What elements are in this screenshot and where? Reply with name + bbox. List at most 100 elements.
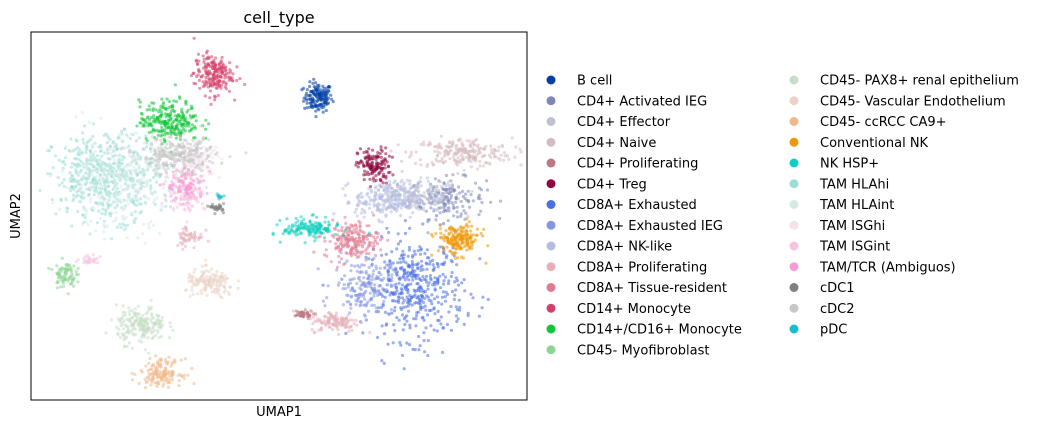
- data-point: [402, 298, 406, 302]
- data-point: [360, 201, 364, 205]
- data-point: [408, 265, 412, 269]
- data-point: [423, 251, 427, 256]
- data-point: [389, 283, 393, 287]
- data-point: [141, 323, 145, 327]
- data-point: [140, 168, 144, 172]
- data-point: [77, 199, 81, 203]
- data-point: [170, 361, 175, 365]
- data-point: [163, 112, 167, 116]
- data-point: [125, 324, 129, 328]
- data-point: [200, 202, 205, 206]
- data-point: [89, 219, 93, 223]
- data-point: [356, 204, 360, 208]
- data-point: [311, 315, 315, 319]
- data-point: [373, 190, 377, 194]
- data-point: [117, 135, 121, 139]
- data-point: [451, 234, 455, 238]
- data-point: [372, 198, 376, 202]
- data-point: [219, 274, 224, 278]
- data-point: [456, 317, 460, 321]
- data-point: [383, 310, 388, 314]
- data-point: [291, 309, 296, 313]
- data-point: [69, 268, 73, 272]
- data-point: [484, 144, 488, 148]
- data-point: [424, 261, 428, 265]
- data-point: [413, 189, 417, 194]
- data-point: [430, 184, 434, 188]
- data-point: [61, 169, 65, 173]
- data-point: [183, 172, 187, 176]
- data-point: [128, 309, 132, 313]
- data-point: [316, 317, 320, 321]
- data-point: [329, 260, 333, 264]
- data-point: [104, 169, 108, 173]
- data-point: [166, 122, 170, 126]
- data-point: [325, 315, 329, 320]
- data-point: [449, 145, 453, 149]
- data-point: [409, 186, 413, 190]
- data-point: [92, 165, 96, 169]
- data-point: [427, 197, 431, 201]
- data-point: [363, 284, 367, 288]
- data-point: [365, 163, 370, 167]
- data-point: [135, 187, 139, 191]
- data-point: [193, 186, 197, 190]
- data-point: [190, 366, 194, 371]
- data-point: [462, 278, 466, 282]
- data-point: [119, 317, 123, 321]
- data-point: [371, 179, 376, 183]
- data-point: [358, 271, 362, 275]
- data-point: [56, 279, 60, 283]
- legend-item: TAM ISGhi: [789, 219, 885, 234]
- data-point: [376, 235, 380, 239]
- data-point: [419, 259, 424, 263]
- data-point: [454, 314, 458, 318]
- data-point: [140, 327, 144, 332]
- data-point: [327, 85, 331, 89]
- data-point: [205, 275, 209, 279]
- data-point: [154, 119, 158, 123]
- data-point: [447, 226, 451, 231]
- data-point: [455, 193, 459, 197]
- data-point: [72, 187, 76, 192]
- data-point: [429, 324, 433, 328]
- data-point: [407, 245, 412, 249]
- data-point: [152, 376, 156, 380]
- data-point: [444, 256, 448, 260]
- data-point: [395, 289, 399, 293]
- data-point: [155, 170, 159, 174]
- data-point: [57, 268, 62, 272]
- data-point: [76, 209, 80, 214]
- data-point: [323, 220, 327, 224]
- data-point: [439, 322, 443, 326]
- data-point: [81, 162, 85, 166]
- data-point: [130, 316, 134, 320]
- data-point: [433, 312, 437, 316]
- data-point: [219, 86, 223, 90]
- data-point: [371, 148, 375, 152]
- data-point: [111, 162, 115, 166]
- data-point: [162, 373, 167, 378]
- data-point: [189, 104, 194, 108]
- data-point: [433, 145, 437, 149]
- data-point: [106, 185, 110, 189]
- data-point: [65, 186, 69, 190]
- data-point: [90, 172, 94, 176]
- data-point: [399, 185, 403, 189]
- data-point: [378, 266, 382, 270]
- data-point: [111, 155, 115, 159]
- data-point: [363, 210, 367, 215]
- data-point: [376, 310, 380, 314]
- data-point: [458, 191, 462, 195]
- data-point: [454, 247, 458, 251]
- data-point: [218, 67, 222, 71]
- data-point: [452, 188, 456, 192]
- data-point: [328, 239, 332, 244]
- data-point: [228, 61, 232, 65]
- data-point: [346, 285, 350, 289]
- data-point: [372, 303, 376, 307]
- data-point: [401, 256, 405, 260]
- data-point: [361, 281, 365, 285]
- data-point: [372, 269, 376, 273]
- plot-frame: [30, 31, 528, 401]
